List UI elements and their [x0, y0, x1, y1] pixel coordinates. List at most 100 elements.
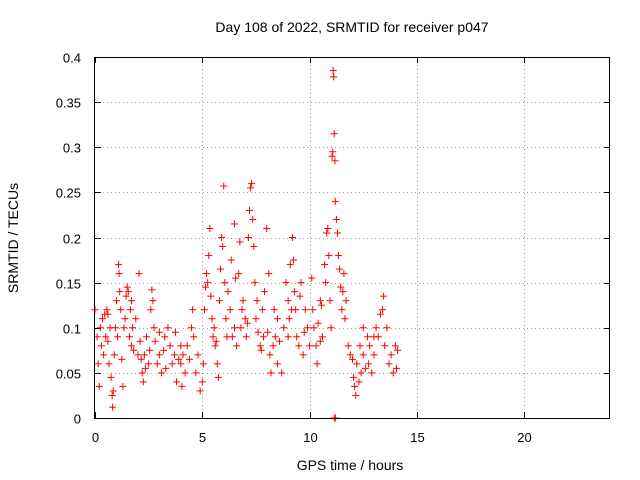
data-point — [109, 387, 117, 395]
data-point — [146, 346, 154, 354]
data-point — [117, 306, 125, 314]
data-point — [126, 306, 134, 314]
data-point — [97, 342, 105, 350]
y-tick-label: 0.15 — [56, 277, 81, 292]
data-point — [316, 337, 324, 345]
data-point — [208, 315, 216, 323]
data-point — [246, 206, 253, 214]
y-axis-label: SRMTID / TECUs — [5, 183, 21, 293]
data-point — [254, 328, 262, 336]
data-point — [109, 403, 117, 411]
data-point — [199, 360, 207, 368]
data-point — [173, 378, 181, 386]
data-point — [326, 297, 334, 305]
data-point — [219, 243, 227, 251]
data-point — [252, 315, 260, 323]
data-point — [125, 333, 133, 341]
data-point — [299, 351, 307, 359]
y-tick-label: 0.05 — [56, 367, 81, 382]
data-point — [200, 306, 208, 314]
axes-ticks: 0 5 10 15 20 0 0.05 0.1 0.15 0.2 0.25 0.3 0.35 0.4 — [56, 51, 610, 445]
data-point — [224, 288, 232, 296]
data-point — [217, 265, 225, 273]
data-point — [177, 342, 185, 350]
data-point — [344, 342, 352, 350]
data-point — [150, 324, 158, 332]
data-point — [318, 333, 326, 341]
data-point — [389, 369, 397, 377]
data-point — [190, 333, 198, 341]
data-point — [256, 342, 264, 350]
data-point — [171, 328, 179, 336]
data-point — [267, 369, 275, 377]
data-point — [288, 234, 296, 241]
data-point — [145, 360, 153, 368]
data-point — [164, 324, 172, 332]
data-point — [312, 342, 320, 350]
data-point — [192, 369, 200, 377]
data-point — [284, 297, 292, 305]
data-point — [266, 351, 274, 359]
data-point — [175, 355, 183, 363]
data-point — [280, 324, 288, 332]
data-point — [335, 252, 343, 260]
data-point — [250, 243, 258, 251]
data-point — [155, 328, 163, 336]
data-point — [278, 369, 286, 377]
x-tick-label: 5 — [199, 430, 206, 445]
y-tick-label: 0.4 — [63, 51, 81, 66]
data-point — [370, 333, 378, 341]
data-point — [115, 270, 123, 278]
data-point — [286, 261, 294, 269]
data-point — [155, 351, 163, 359]
data-point — [327, 324, 335, 332]
data-point — [309, 306, 317, 314]
data-point — [273, 315, 281, 323]
data-point — [233, 342, 241, 350]
data-point — [242, 333, 250, 341]
data-point — [170, 351, 178, 359]
data-point — [383, 324, 391, 332]
data-point — [204, 279, 212, 287]
data-point — [350, 373, 358, 381]
data-point — [300, 328, 308, 336]
data-point — [301, 306, 309, 314]
data-point — [185, 355, 193, 363]
data-point — [118, 355, 126, 363]
x-tick-label: 0 — [92, 430, 99, 445]
data-point — [114, 333, 122, 341]
data-point — [120, 324, 128, 332]
data-point — [303, 324, 311, 332]
data-point — [366, 342, 374, 350]
data-point — [332, 215, 340, 223]
data-point — [203, 270, 211, 278]
data-point — [330, 73, 338, 81]
x-tick-label: 10 — [303, 430, 317, 445]
data-point — [214, 373, 222, 381]
data-point — [222, 315, 230, 323]
data-point — [331, 197, 339, 205]
data-point — [205, 252, 213, 260]
data-point — [337, 283, 345, 291]
data-point — [368, 369, 376, 377]
data-point — [381, 342, 389, 350]
data-point — [264, 328, 272, 336]
data-point — [153, 360, 161, 368]
data-point — [243, 319, 251, 327]
data-point — [168, 360, 176, 368]
data-point — [207, 292, 215, 300]
y-tick-label: 0.2 — [63, 232, 81, 247]
data-point — [359, 351, 367, 359]
data-point — [211, 342, 219, 350]
data-point — [273, 360, 281, 368]
data-point — [122, 292, 130, 300]
data-point — [323, 229, 331, 237]
data-point — [241, 315, 249, 323]
data-point — [340, 270, 348, 278]
data-point — [265, 270, 273, 278]
data-point — [136, 337, 144, 345]
data-point — [95, 382, 103, 390]
data-point — [213, 360, 221, 368]
data-point — [321, 261, 329, 269]
data-point — [364, 333, 372, 341]
